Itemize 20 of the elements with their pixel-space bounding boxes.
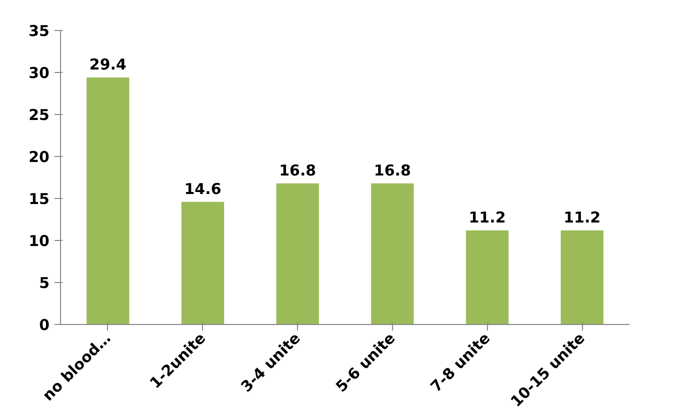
data-label: 11.2 (564, 208, 601, 226)
bar (466, 230, 509, 324)
y-tick-label: 25 (28, 106, 50, 124)
data-label: 29.4 (89, 56, 126, 74)
y-tick-label: 10 (28, 232, 50, 250)
data-label: 16.8 (279, 161, 316, 180)
bar (371, 183, 414, 324)
bar (276, 183, 319, 324)
y-tick-label: 35 (28, 22, 50, 40)
data-label: 14.6 (184, 180, 222, 198)
bar (560, 230, 604, 324)
y-tick-label: 15 (28, 190, 50, 208)
y-tick-label: 30 (28, 64, 50, 82)
data-label: 16.8 (374, 161, 411, 180)
data-label: 11.2 (468, 208, 506, 226)
y-tick-label: 20 (28, 148, 50, 166)
bar (181, 202, 224, 324)
bar (86, 78, 130, 324)
y-tick-label: 0 (39, 316, 50, 334)
y-tick-label: 5 (39, 274, 50, 292)
